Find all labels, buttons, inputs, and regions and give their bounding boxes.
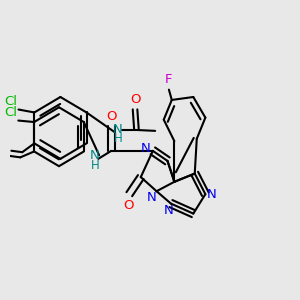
Text: Cl: Cl (4, 106, 17, 119)
Text: O: O (106, 110, 116, 124)
Text: N: N (207, 188, 217, 201)
Text: H: H (91, 158, 99, 172)
Text: N: N (164, 205, 173, 218)
Text: N: N (113, 124, 123, 136)
Text: Cl: Cl (4, 95, 17, 108)
Text: O: O (130, 93, 140, 106)
Text: F: F (165, 73, 173, 86)
Text: N: N (90, 149, 100, 162)
Text: O: O (124, 199, 134, 212)
Text: H: H (113, 132, 122, 145)
Text: N: N (141, 142, 151, 155)
Text: N: N (146, 191, 156, 204)
